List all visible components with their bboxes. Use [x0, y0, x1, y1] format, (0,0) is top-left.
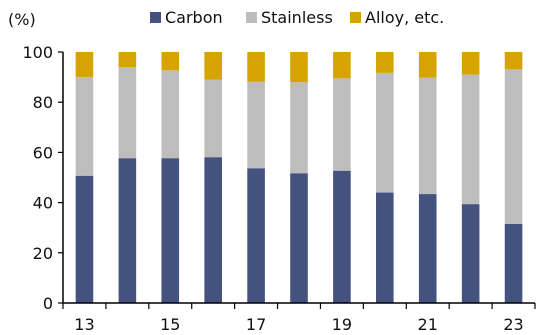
bar-alloy-etc-17	[247, 52, 265, 82]
legend-label-alloy-etc: Alloy, etc.	[365, 8, 444, 27]
bar-stainless-13	[75, 77, 94, 176]
bar-alloy-etc-14	[118, 52, 137, 68]
bar-carbon-19	[333, 170, 351, 303]
bar-stainless-16	[204, 79, 222, 158]
bar-carbon-14	[118, 158, 137, 303]
legend-label-stainless: Stainless	[261, 8, 333, 27]
bar-group	[75, 52, 523, 303]
bar-stainless-21	[418, 77, 437, 195]
y-axis-unit-label: (%)	[8, 10, 36, 29]
bar-stainless-22	[461, 74, 480, 205]
legend-label-carbon: Carbon	[165, 8, 223, 27]
y-tick-label-20: 20	[33, 244, 53, 263]
chart-axes: 0 20 40 60 80 100 13 15 17 19 21 23	[22, 43, 536, 334]
bar-stainless-15	[161, 70, 180, 159]
bar-alloy-etc-18	[290, 52, 308, 83]
x-tick-label-21: 21	[418, 315, 438, 334]
bar-alloy-etc-21	[418, 52, 437, 78]
bar-carbon-20	[376, 192, 394, 303]
bar-carbon-16	[204, 157, 222, 303]
bar-stainless-17	[247, 81, 265, 169]
x-tick-label-23: 23	[503, 315, 523, 334]
bar-stainless-20	[376, 72, 394, 193]
bar-alloy-etc-23	[504, 52, 523, 70]
bar-carbon-18	[290, 173, 308, 303]
bar-alloy-etc-13	[75, 52, 94, 78]
y-tick-label-40: 40	[33, 194, 53, 213]
x-tick-label-17: 17	[246, 315, 266, 334]
bar-stainless-18	[290, 82, 308, 174]
bar-carbon-15	[161, 158, 180, 303]
bar-alloy-etc-16	[204, 52, 222, 80]
bar-stainless-19	[333, 78, 351, 171]
bar-alloy-etc-22	[461, 52, 480, 75]
bar-stainless-14	[118, 67, 137, 159]
bar-carbon-21	[418, 194, 437, 303]
x-tick-label-15: 15	[160, 315, 180, 334]
bar-alloy-etc-15	[161, 52, 180, 71]
bar-carbon-13	[75, 175, 94, 303]
bar-carbon-22	[461, 204, 480, 303]
y-tick-label-0: 0	[43, 294, 53, 313]
chart-legend: Carbon Stainless Alloy, etc.	[150, 8, 444, 27]
bar-carbon-23	[504, 223, 523, 303]
bar-alloy-etc-19	[333, 52, 351, 79]
bar-stainless-23	[504, 69, 523, 224]
y-tick-label-100: 100	[22, 43, 53, 62]
bar-alloy-etc-20	[376, 52, 394, 73]
y-tick-label-80: 80	[33, 93, 53, 112]
x-tick-label-13: 13	[74, 315, 94, 334]
y-tick-label-60: 60	[33, 143, 53, 162]
x-tick-label-19: 19	[332, 315, 352, 334]
legend-swatch-carbon	[150, 12, 161, 23]
bar-carbon-17	[247, 168, 265, 303]
legend-swatch-stainless	[246, 12, 257, 23]
legend-swatch-alloy-etc	[350, 12, 361, 23]
